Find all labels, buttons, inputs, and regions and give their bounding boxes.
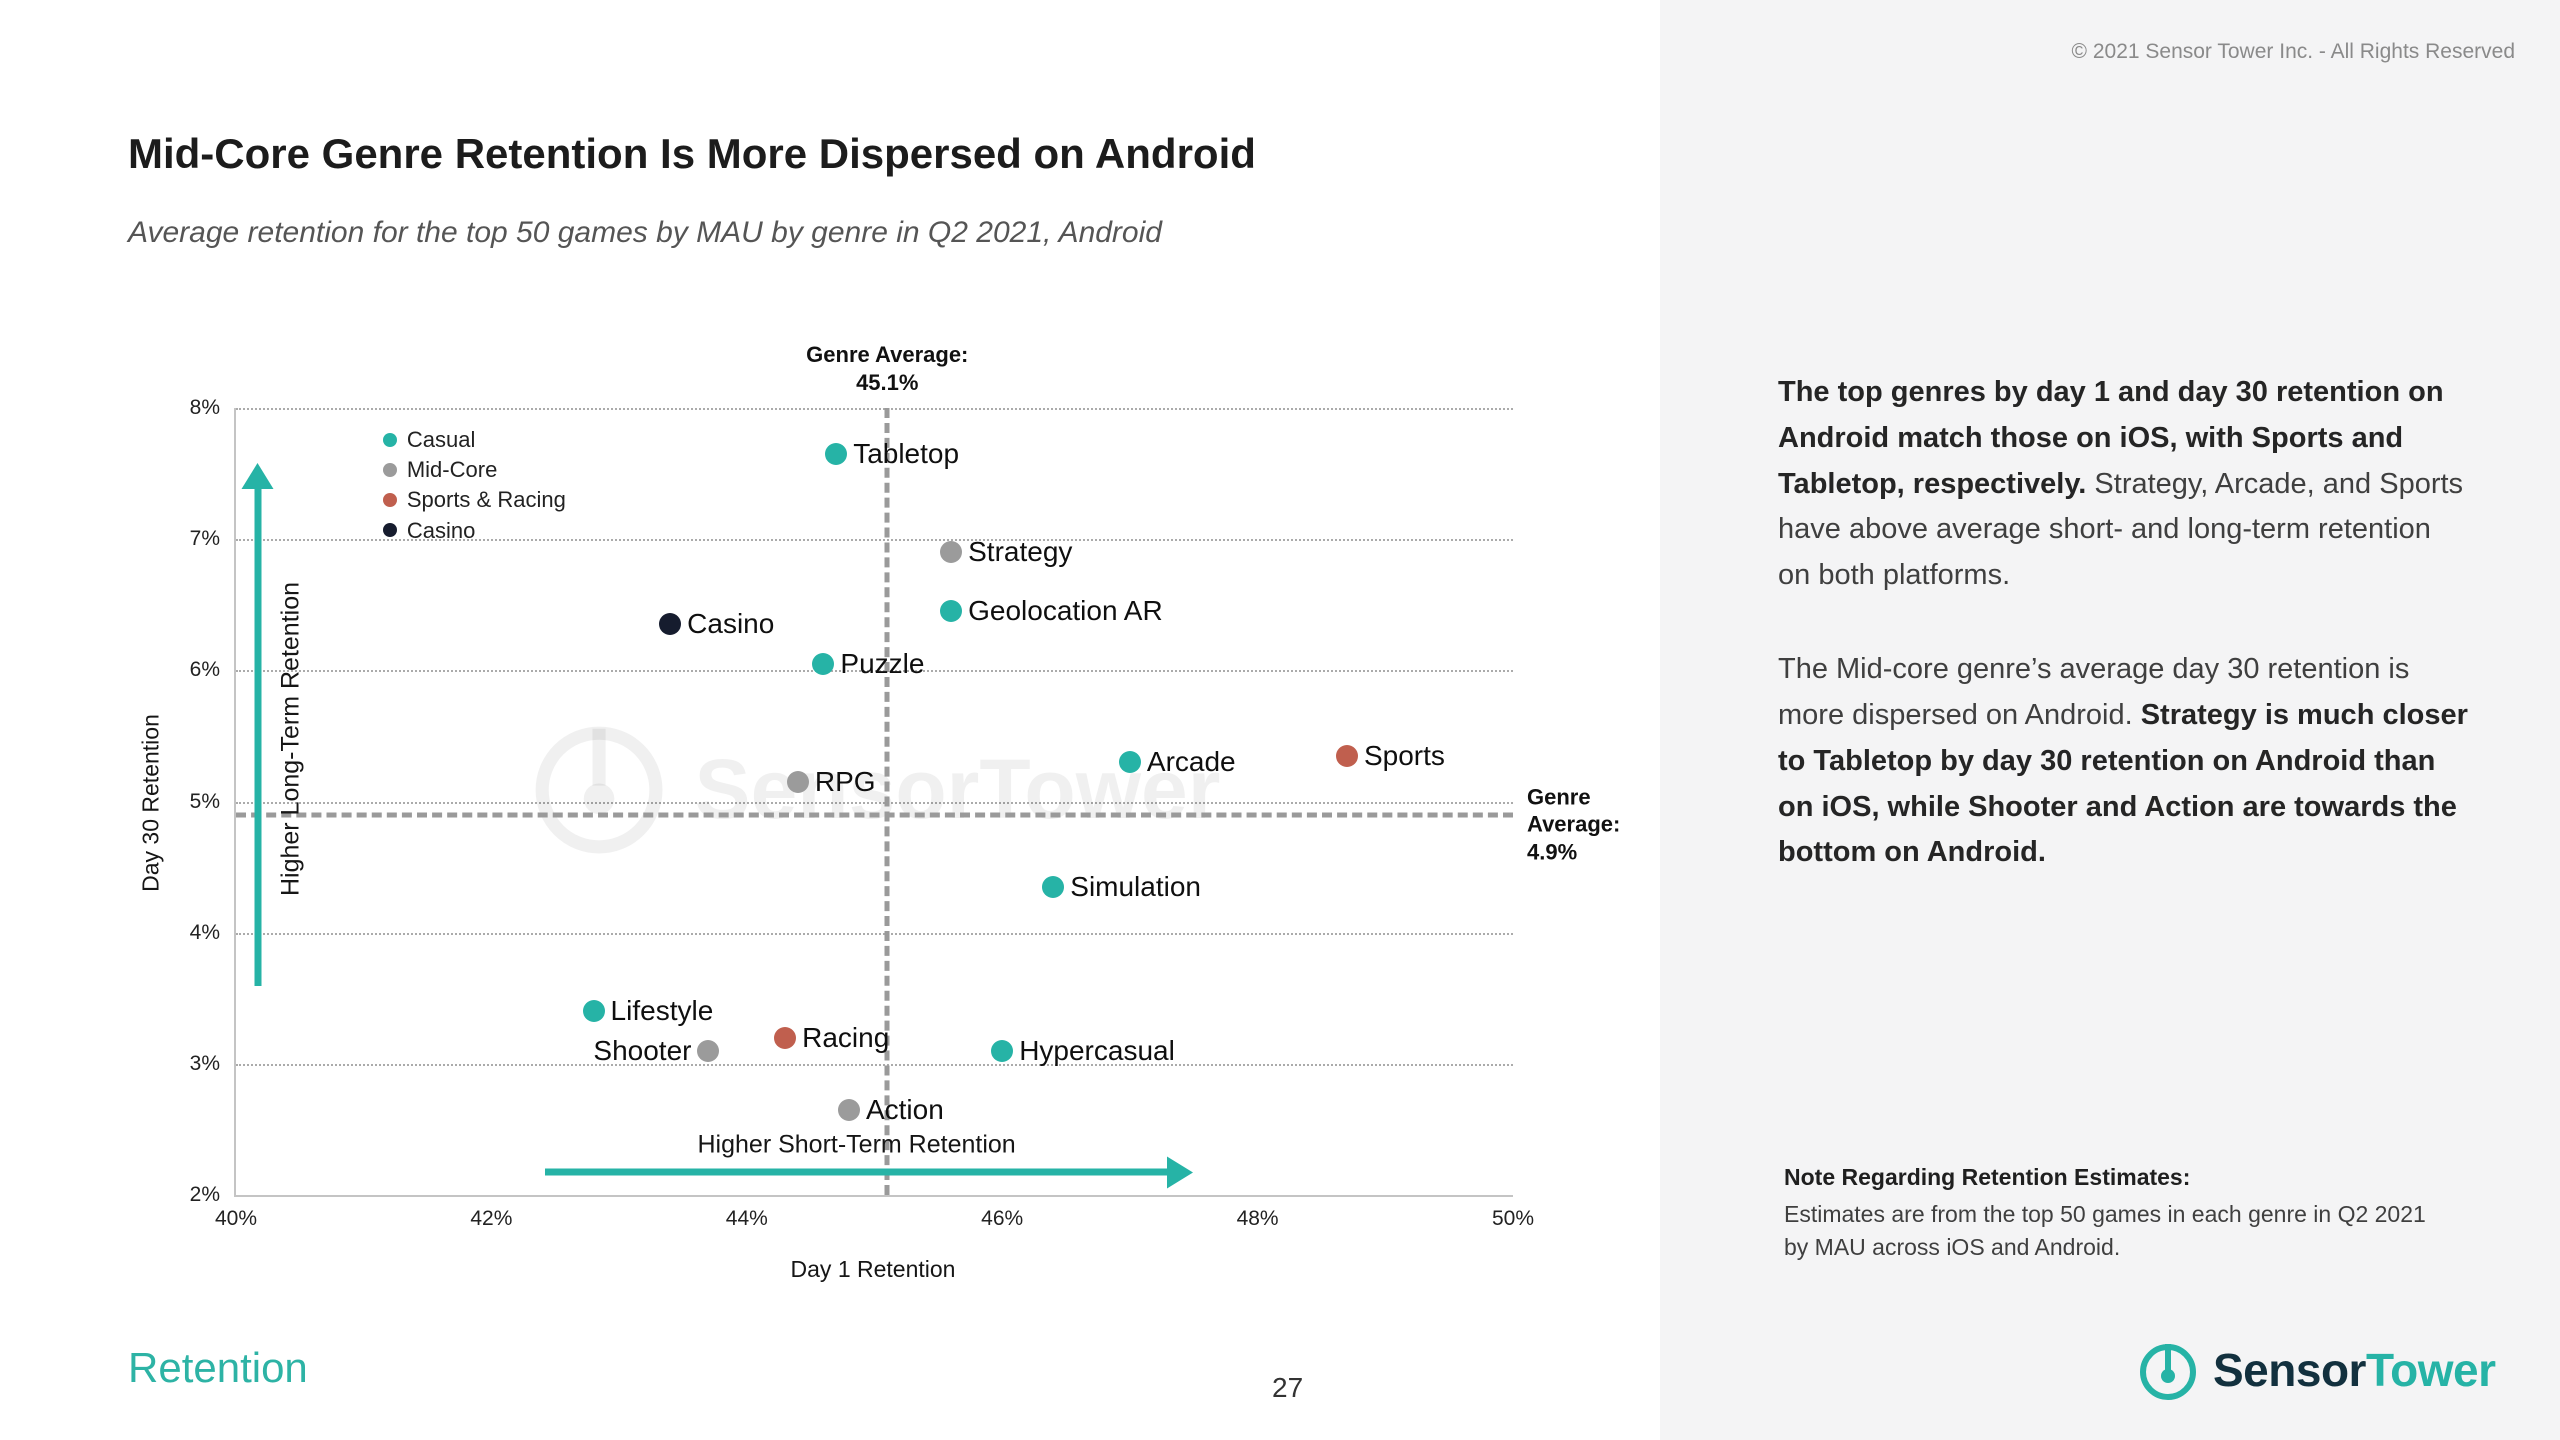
genre-average-y-label: Genre Average: 4.9% (1527, 784, 1621, 865)
legend-label: Casino (406, 517, 476, 543)
point-label: Action (865, 1093, 944, 1125)
legend-item-casino: Casino (382, 517, 566, 543)
point-dot (1118, 751, 1141, 774)
x-axis-title: Day 1 Retention (790, 1256, 956, 1282)
legend-label: Mid-Core (406, 457, 498, 483)
point-dot (774, 1026, 797, 1049)
sensor-tower-logo: SensorTower (2136, 1338, 2496, 1402)
point-label: Puzzle (840, 647, 925, 679)
insight-text: The top genres by day 1 and day 30 reten… (1778, 370, 2470, 924)
legend-dot (382, 523, 397, 538)
point-label: Tabletop (853, 437, 960, 469)
text-run: The top genres by day 1 and day 30 reten… (1778, 376, 2444, 500)
insight-paragraph-1: The top genres by day 1 and day 30 reten… (1778, 370, 2470, 599)
sensortower-watermark-icon (535, 726, 662, 854)
text-run: Strategy is much closer to Tabletop by d… (1778, 698, 2468, 869)
chart-legend: Casual Mid-Core Sports & Racing Casino (382, 426, 566, 543)
text-run: The Mid-core genre’s average day 30 rete… (1778, 653, 2410, 731)
legend-item-casual: Casual (382, 426, 566, 452)
gridline (236, 932, 1513, 935)
gridline (236, 801, 1513, 804)
point-label: Geolocation AR (968, 595, 1163, 627)
gridline (236, 1063, 1513, 1066)
point-dot (659, 613, 682, 636)
sensor-tower-wordmark: SensorTower (2213, 1343, 2496, 1397)
point-label: Simulation (1070, 870, 1201, 902)
long-term-arrow-label: Higher Long-Term Retention (276, 581, 305, 896)
point-label: Lifestyle (610, 995, 714, 1027)
point-dot (1335, 744, 1358, 767)
point-dot (582, 1000, 605, 1023)
section-label: Retention (128, 1344, 308, 1391)
y-tick-label: 4% (189, 920, 220, 944)
sensor-tower-icon (2140, 1344, 2196, 1400)
y-tick-label: 8% (189, 396, 220, 419)
gridline (236, 670, 1513, 673)
gridline (236, 539, 1513, 542)
point-label: Hypercasual (1019, 1034, 1175, 1066)
genre-average-x-label: Genre Average: 45.1% (806, 342, 969, 395)
gridline (236, 408, 1513, 410)
y-tick-label: 5% (189, 789, 220, 813)
plot-area: Casual Mid-Core Sports & Racing Casino Sens… (190, 342, 1621, 1230)
note-title: Note Regarding Retention Estimates: (1784, 1164, 2191, 1190)
point-label: Sports (1363, 739, 1445, 771)
long-term-arrow (254, 486, 262, 987)
x-tick-label: 50% (1491, 1207, 1535, 1230)
brand-teal-text: Tower (2365, 1344, 2496, 1396)
legend-dot (382, 493, 397, 508)
legend-dot (382, 462, 397, 477)
point-label: Strategy (968, 536, 1073, 568)
legend-label: Casual (406, 426, 476, 452)
watermark-text: SensorTower (694, 742, 1221, 837)
legend-label: Sports & Racing (406, 487, 566, 513)
point-label: Arcade (1146, 746, 1236, 778)
x-tick-label: 48% (1236, 1207, 1279, 1230)
brand-dark-text: Sensor (2213, 1344, 2366, 1396)
point-dot (812, 652, 835, 675)
y-tick-label: 2% (189, 1183, 220, 1206)
note-body: Estimates are from the top 50 games in e… (1784, 1201, 2426, 1261)
x-tick-label: 42% (470, 1207, 513, 1230)
legend-item-mid-core: Mid-Core (382, 457, 566, 483)
x-tick-label: 40% (214, 1207, 258, 1230)
point-label: RPG (814, 765, 876, 797)
point-dot (825, 442, 848, 465)
text-run: Strategy, Arcade, and Sports have above … (1778, 467, 2464, 592)
genre-average-y-line (236, 812, 1513, 818)
insight-paragraph-2: The Mid-core genre’s average day 30 rete… (1778, 647, 2470, 876)
point-dot (940, 541, 963, 564)
point-label: Racing (802, 1021, 890, 1053)
y-axis-title: Day 30 Retention (137, 714, 164, 892)
point-dot (1042, 875, 1065, 898)
page-title: Mid-Core Genre Retention Is More Dispers… (128, 130, 1256, 177)
copyright: © 2021 Sensor Tower Inc. - All Rights Re… (2071, 40, 2515, 63)
y-tick-label: 6% (189, 658, 220, 682)
short-term-arrow (545, 1168, 1170, 1176)
page-number: 27 (1272, 1372, 1304, 1403)
page-subtitle: Average retention for the top 50 games b… (128, 216, 1162, 249)
point-label: Casino (687, 608, 775, 640)
x-tick-label: 44% (725, 1207, 768, 1230)
short-term-arrow-label: Higher Short-Term Retention (697, 1130, 1016, 1159)
point-dot (940, 600, 963, 623)
genre-average-x-line (884, 408, 890, 1195)
retention-note: Note Regarding Retention Estimates: Esti… (1784, 1164, 2444, 1265)
x-tick-label: 46% (981, 1207, 1024, 1230)
legend-item-sports-racing: Sports & Racing (382, 487, 566, 513)
point-dot (786, 770, 809, 793)
right-panel: © 2021 Sensor Tower Inc. - All Rights Re… (1660, 0, 2560, 1440)
point-dot (991, 1039, 1014, 1062)
point-dot (697, 1039, 720, 1062)
point-dot (837, 1098, 860, 1121)
legend-dot (382, 432, 397, 447)
y-tick-label: 3% (189, 1051, 220, 1075)
y-tick-label: 7% (189, 527, 220, 551)
point-label: Shooter (593, 1034, 692, 1066)
